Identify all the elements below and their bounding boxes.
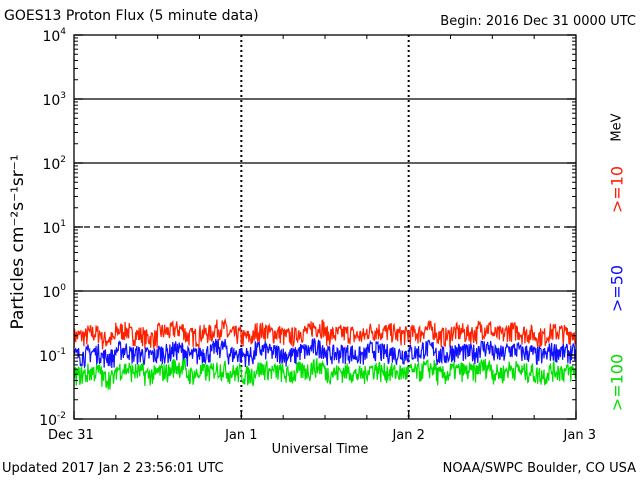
- y-tick-label: 100: [42, 283, 66, 301]
- y-tick-label: 101: [42, 219, 66, 237]
- x-axis-label: Universal Time: [271, 442, 369, 457]
- credit-label: NOAA/SWPC Boulder, CO USA: [442, 461, 636, 476]
- y-tick-label: 10-1: [39, 347, 66, 365]
- y-tick-exponent: 1: [60, 219, 66, 229]
- chart-title: GOES13 Proton Flux (5 minute data): [4, 8, 259, 24]
- legend-unit: MeV: [609, 113, 625, 142]
- y-tick-exponent: -2: [57, 411, 66, 421]
- series-line-2: [73, 357, 576, 390]
- y-tick-base: 10: [39, 349, 57, 365]
- y-tick-base: 10: [42, 157, 60, 173]
- y-tick-base: 10: [42, 29, 60, 45]
- y-axis-label: Particles cm⁻²s⁻¹sr⁻¹: [8, 154, 28, 330]
- y-tick-exponent: 0: [60, 283, 66, 293]
- y-tick-exponent: -1: [57, 347, 66, 357]
- updated-timestamp: Updated 2017 Jan 2 23:56:01 UTC: [2, 461, 224, 476]
- x-tick-label: Jan 2: [391, 428, 424, 443]
- y-tick-exponent: 4: [60, 27, 66, 37]
- y-tick-base: 10: [39, 413, 57, 429]
- y-tick-label: 102: [42, 155, 66, 173]
- y-tick-exponent: 2: [60, 155, 66, 165]
- y-tick-base: 10: [42, 221, 60, 237]
- legend-entry-100mev: >=100: [607, 353, 627, 412]
- y-tick-base: 10: [42, 93, 60, 109]
- y-tick-label: 10-2: [39, 411, 66, 429]
- series-line-1: [73, 337, 576, 370]
- legend-entry-50mev: >=50: [607, 264, 627, 313]
- y-tick-base: 10: [42, 285, 60, 301]
- y-tick-label: 103: [42, 91, 66, 109]
- legend-entry-10mev: >=10: [607, 165, 627, 214]
- y-tick-exponent: 3: [60, 91, 66, 101]
- x-tick-label: Dec 31: [48, 428, 94, 443]
- series-line-0: [73, 317, 576, 350]
- y-tick-label: 104: [42, 27, 66, 45]
- begin-timestamp: Begin: 2016 Dec 31 0000 UTC: [440, 14, 636, 29]
- x-tick-label: Jan 3: [563, 428, 596, 443]
- x-tick-label: Jan 1: [224, 428, 257, 443]
